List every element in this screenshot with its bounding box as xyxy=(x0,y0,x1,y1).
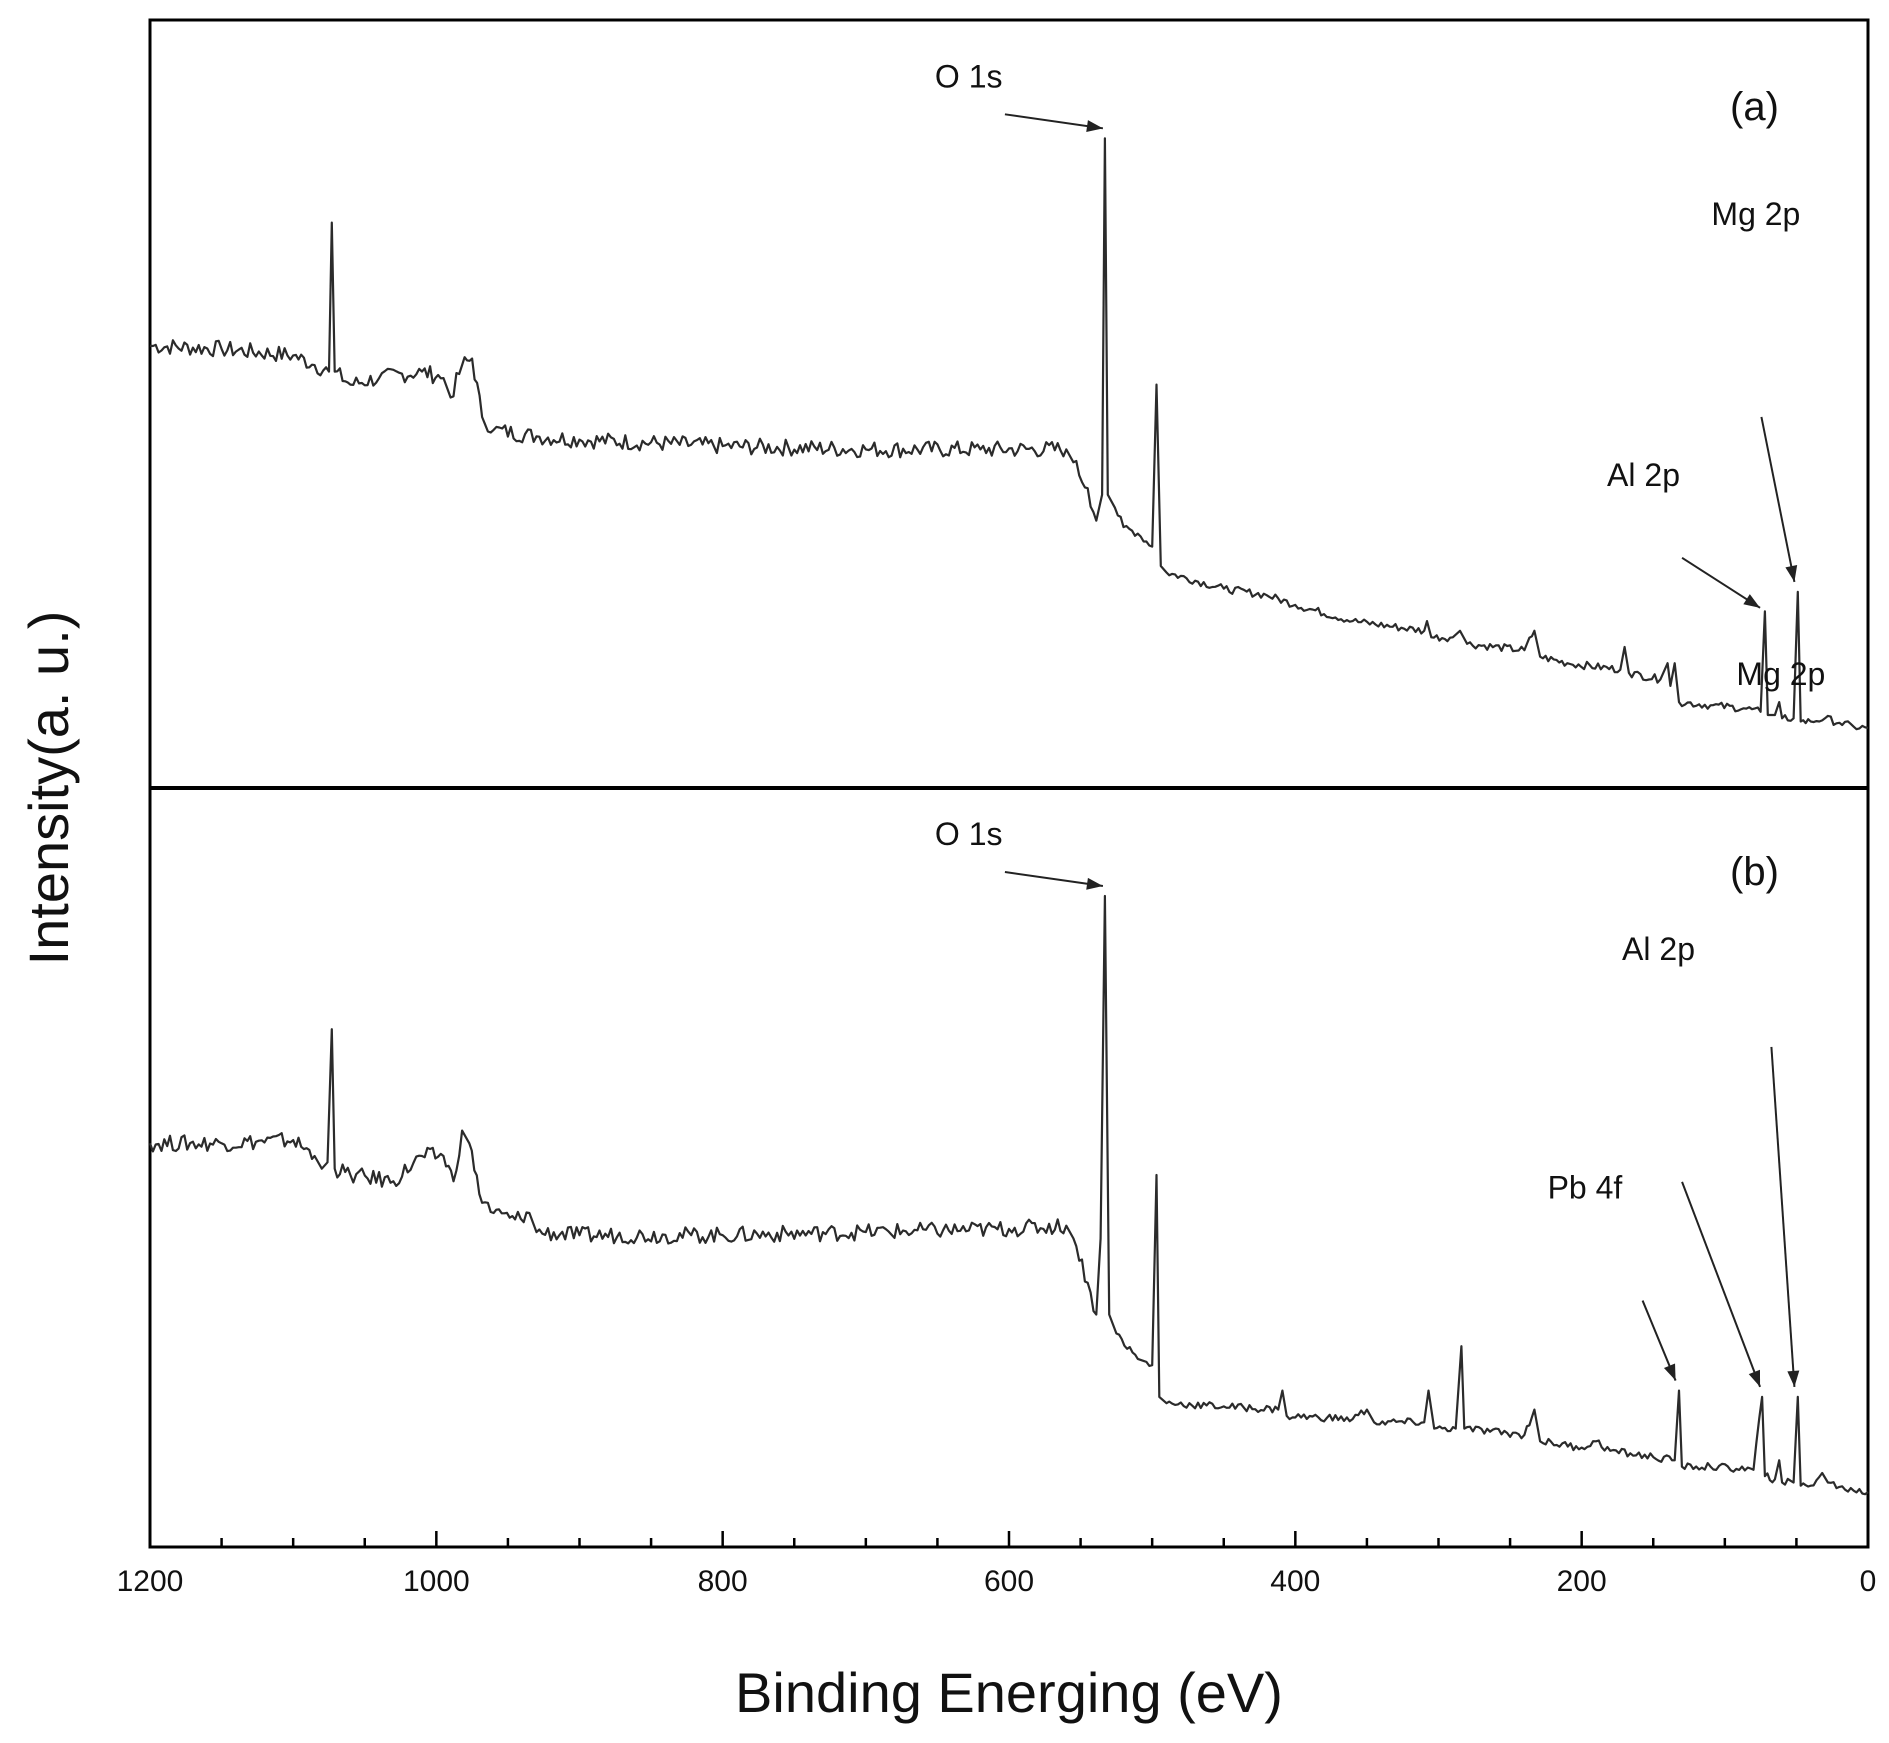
x-tick-label: 1000 xyxy=(403,1565,470,1598)
panel-b: (b) O 1s Pb 4f Al 2p Mg 2p xyxy=(148,656,1869,1496)
peak-annotation-label: O 1s xyxy=(935,816,1003,852)
x-axis-tick-labels: 1200 1000 800 600 400 200 0 xyxy=(117,1565,1877,1598)
panel-a: (a) O 1s Al 2p Mg 2p xyxy=(149,58,1869,731)
annotation-arrowhead xyxy=(1785,565,1798,582)
annotation-arrowhead xyxy=(1787,1370,1800,1387)
spectrum-line xyxy=(148,894,1869,1496)
plot-frame xyxy=(148,18,1870,1549)
x-tick-label: 0 xyxy=(1860,1565,1877,1598)
peak-annotation-label: Al 2p xyxy=(1607,457,1680,493)
x-tick-label: 800 xyxy=(698,1565,748,1598)
panel-label: (a) xyxy=(1730,85,1779,129)
panel-label: (b) xyxy=(1730,850,1779,894)
x-tick-label: 200 xyxy=(1557,1565,1607,1598)
annotation-arrowhead xyxy=(1663,1363,1676,1381)
annotation-arrow xyxy=(1760,416,1796,583)
peak-annotation-label: O 1s xyxy=(935,58,1003,94)
x-axis-ticks xyxy=(148,1531,1870,1547)
annotation-arrow xyxy=(1004,113,1104,130)
spectrum-panels: (a) O 1s Al 2p Mg 2p (b) O 1s Pb 4f Al 2p Mg 2p xyxy=(148,58,1869,1496)
peak-annotation-label: Mg 2p xyxy=(1736,656,1825,692)
peak-annotation-label: Pb 4f xyxy=(1548,1170,1623,1206)
x-tick-label: 400 xyxy=(1270,1565,1320,1598)
annotation-arrow xyxy=(1681,1181,1761,1388)
annotation-arrow xyxy=(1004,871,1104,888)
x-axis-title: Binding Energing (eV) xyxy=(735,1661,1283,1724)
x-tick-label: 600 xyxy=(984,1565,1034,1598)
x-tick-label: 1200 xyxy=(117,1565,184,1598)
peak-annotation-label: Mg 2p xyxy=(1711,196,1800,232)
annotation-arrowhead xyxy=(1743,594,1761,608)
annotation-arrow xyxy=(1770,1046,1796,1387)
annotation-arrowhead xyxy=(1086,120,1103,132)
annotation-arrowhead xyxy=(1748,1369,1761,1387)
y-axis-title: Intensity(a. u.) xyxy=(17,611,80,966)
spectrum-line xyxy=(149,137,1869,731)
peak-annotation-label: Al 2p xyxy=(1622,931,1695,967)
annotation-arrowhead xyxy=(1086,877,1103,890)
